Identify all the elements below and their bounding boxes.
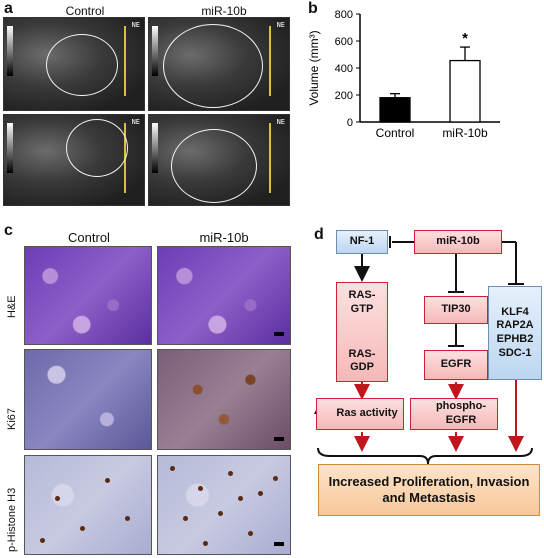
ultrasound-mir-1: NE	[148, 17, 290, 111]
scale-bar	[274, 332, 284, 336]
node-rasgdp: RAS- GDP	[348, 347, 376, 374]
y-tick-label: 400	[335, 63, 353, 75]
ultrasound-control-1: NE	[3, 17, 145, 111]
node-egfr: EGFR	[424, 350, 488, 380]
panel-a-label: a	[4, 0, 13, 17]
he-control-image	[24, 246, 152, 345]
panel-b-label: b	[308, 0, 318, 17]
ultrasound-mir-2: NE	[148, 114, 290, 206]
y-tick-label: 0	[347, 117, 353, 129]
panel-a-col-control: Control	[65, 4, 105, 18]
ultrasound-marker: NE	[276, 21, 285, 29]
node-phospho-egfr: phospho- EGFR	[410, 398, 498, 430]
x-tick-label: Control	[376, 126, 415, 140]
significance-star: *	[462, 30, 468, 47]
node-targets: KLF4 RAP2A EPHB2 SDC-1	[488, 286, 542, 380]
he-mir-image	[157, 246, 291, 345]
bar-control	[379, 97, 411, 123]
y-axis-label: Volume (mm³)	[307, 30, 321, 105]
tumor-outline	[46, 34, 118, 96]
ultrasound-marker: NE	[131, 21, 140, 29]
node-nf1: NF-1	[336, 230, 388, 254]
panel-c-label: c	[4, 222, 13, 239]
ki67-mir-image	[157, 349, 291, 450]
panel-c-col-control: Control	[68, 230, 110, 245]
y-tick-label: 800	[335, 9, 353, 21]
panel-a-col-mir: miR-10b	[201, 4, 247, 18]
ultrasound-control-2: NE	[3, 114, 145, 206]
ultrasound-marker: NE	[276, 118, 285, 126]
phh3-mir-image	[157, 455, 291, 555]
tumor-outline	[66, 119, 128, 177]
volume-bar-chart: 0 200 400 600 800 Volume (mm³) Control miR-10b *	[307, 9, 500, 140]
scale-bar	[274, 542, 284, 546]
node-tip30: TIP30	[424, 296, 488, 324]
node-rasgtp: RAS- GTP	[348, 289, 376, 315]
phh3-control-image	[24, 455, 152, 555]
scale-bar	[274, 437, 284, 441]
tumor-outline	[163, 24, 263, 108]
x-tick-label: miR-10b	[442, 126, 488, 140]
ki67-control-image	[24, 349, 152, 450]
ultrasound-marker: NE	[131, 118, 140, 126]
bar-mir-10b	[449, 59, 481, 123]
panel-c-col-mir: miR-10b	[199, 230, 249, 245]
node-outcome: Increased Proliferation, Invasion and Me…	[318, 464, 540, 516]
tumor-outline	[171, 129, 257, 203]
node-ras-activity: Ras activity	[316, 398, 404, 430]
node-mir10b: miR-10b	[414, 230, 502, 254]
panel-d-label: d	[314, 226, 324, 243]
node-ras: RAS- GTP RAS- GDP	[336, 282, 388, 382]
y-tick-label: 200	[335, 90, 353, 102]
y-tick-label: 600	[335, 36, 353, 48]
